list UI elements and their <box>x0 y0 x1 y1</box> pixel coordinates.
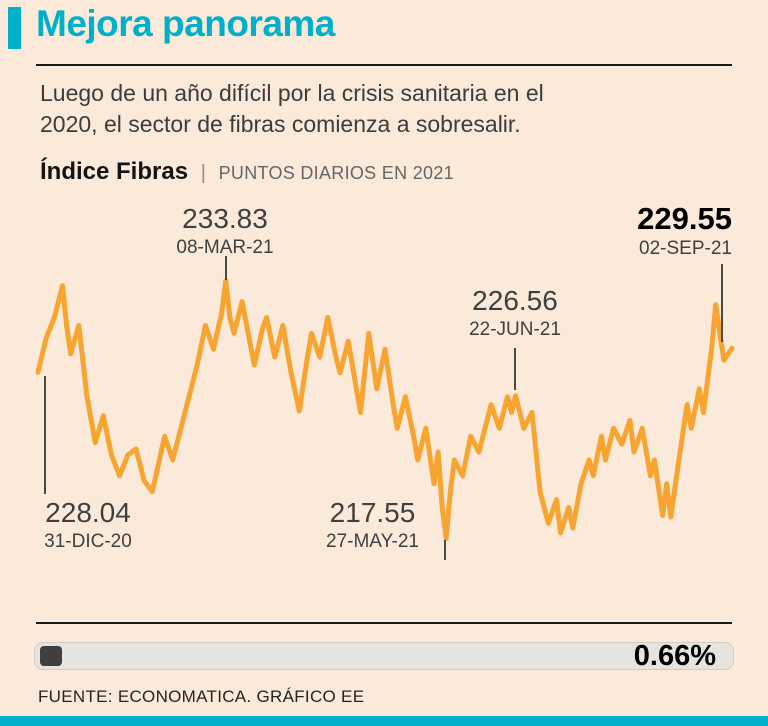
annotation-last-date: 02-SEP-21 <box>639 238 732 260</box>
page-title: Mejora panorama <box>36 3 335 44</box>
chart-title: Índice Fibras <box>40 158 189 185</box>
annotation-peak: 233.83 08-MAR-21 <box>140 203 310 260</box>
annotation-low: 217.55 27-MAY-21 <box>300 497 445 554</box>
annotation-last-leader <box>721 264 723 342</box>
annotation-low-date: 27-MAY-21 <box>326 530 419 552</box>
annotation-start-value: 228.04 <box>45 497 131 528</box>
change-percent: 0.66% <box>633 640 716 672</box>
headline-rule <box>36 64 732 66</box>
annotation-last: 229.55 02-SEP-21 <box>540 201 732 262</box>
annotation-peak-date: 08-MAR-21 <box>176 236 274 258</box>
bottom-accent-bar <box>0 716 768 726</box>
annotation-jun-date: 22-JUN-21 <box>469 318 561 340</box>
annotation-jun-value: 226.56 <box>472 285 558 316</box>
chart-header: Índice Fibras | PUNTOS DIARIOS EN 2021 <box>40 158 454 186</box>
change-meter-track <box>34 642 734 670</box>
annotation-jun: 226.56 22-JUN-21 <box>430 285 600 342</box>
chart-title-separator: | <box>200 162 206 184</box>
chart-subtitle: PUNTOS DIARIOS EN 2021 <box>218 163 454 183</box>
title-accent-mark <box>8 7 21 49</box>
annotation-start-leader <box>44 376 46 494</box>
fibras-line-chart <box>35 278 735 541</box>
source-credit: FUENTE: ECONOMATICA. GRÁFICO EE <box>38 687 365 706</box>
annotation-last-value: 229.55 <box>637 201 732 236</box>
annotation-low-leader <box>444 540 446 560</box>
line-series <box>35 278 735 541</box>
annotation-jun-leader <box>514 348 516 390</box>
annotation-start-date: 31-DIC-20 <box>44 530 132 552</box>
annotation-peak-value: 233.83 <box>182 203 268 234</box>
line-chart-area: 233.83 08-MAR-21 229.55 02-SEP-21 226.56… <box>0 198 768 600</box>
footer-divider <box>36 622 732 624</box>
annotation-peak-leader <box>225 256 227 280</box>
change-meter-fill <box>40 646 62 666</box>
description-text: Luego de un año difícil por la crisis sa… <box>40 80 544 137</box>
annotation-low-value: 217.55 <box>329 497 416 528</box>
annotation-start: 228.04 31-DIC-20 <box>18 497 158 554</box>
